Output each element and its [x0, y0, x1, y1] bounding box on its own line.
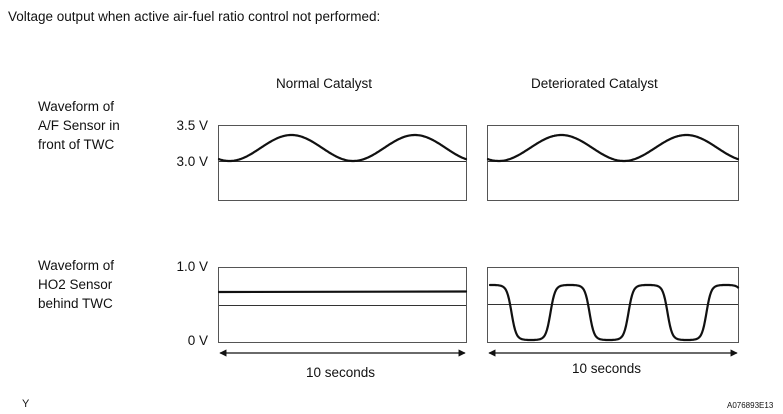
- waveform-af-deteriorated: [486, 133, 740, 163]
- row-label-af-sensor: Waveform of A/F Sensor in front of TWC: [38, 99, 120, 152]
- waveform-ho2-normal: [217, 290, 468, 294]
- column-header-deteriorated: Deteriorated Catalyst: [531, 76, 658, 91]
- y-label-af-top: 3.5 V: [176, 118, 208, 133]
- panel-af-deteriorated: [487, 125, 739, 201]
- corner-letter: Y: [22, 398, 30, 410]
- intro-text: Voltage output when active air-fuel rati…: [8, 9, 381, 24]
- panel-ho2-deteriorated: [487, 267, 739, 343]
- row-label-ho2-sensor: Waveform of HO2 Sensor behind TWC: [38, 258, 115, 311]
- duration-label-deteriorated: 10 seconds: [572, 361, 642, 376]
- column-header-normal: Normal Catalyst: [276, 76, 373, 91]
- y-label-ho2-bottom: 0 V: [187, 333, 208, 348]
- y-label-af-reference: 3.0 V: [176, 154, 208, 169]
- panel-af-normal: [218, 125, 467, 201]
- y-label-ho2-top: 1.0 V: [176, 259, 208, 274]
- waveform-ho2-deteriorated: [488, 283, 740, 342]
- duration-label-normal: 10 seconds: [306, 365, 376, 380]
- panel-ho2-normal: [218, 267, 467, 343]
- waveform-af-normal: [217, 133, 468, 163]
- figure-id: A076893E13: [727, 401, 774, 410]
